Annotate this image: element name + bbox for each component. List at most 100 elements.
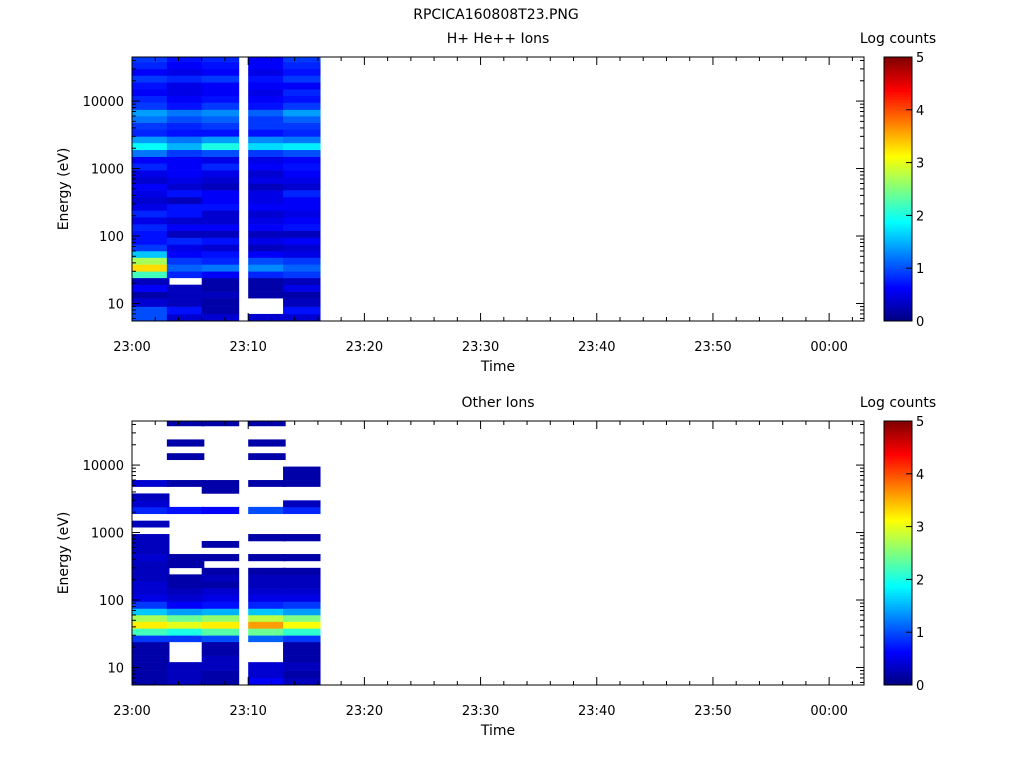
heatmap-cell: [132, 588, 170, 595]
colorbar-band: [884, 99, 912, 103]
heatmap-cell: [132, 614, 170, 622]
heatmap-cell: [201, 75, 240, 83]
y-tick-label: 10: [107, 661, 124, 676]
heatmap-cell: [132, 547, 170, 555]
heatmap-cell: [283, 129, 321, 137]
heatmap-cell: [166, 176, 205, 184]
heatmap-cell: [132, 224, 170, 231]
heatmap-cell: [283, 574, 321, 582]
heatmap-cell: [166, 284, 205, 292]
colorbar-band: [884, 165, 912, 169]
heatmap-cell: [166, 210, 205, 218]
heatmap-cell: [283, 588, 321, 595]
heatmap-cell: [132, 230, 170, 238]
colorbar-band: [884, 613, 912, 617]
colorbar-band: [884, 450, 912, 454]
heatmap-cell: [248, 453, 286, 461]
colorbar-band: [884, 260, 912, 264]
heatmap-cell: [283, 670, 321, 679]
heatmap-cell: [248, 554, 286, 562]
colorbar-band: [884, 107, 912, 111]
heatmap-cell: [283, 284, 321, 292]
plot-frame: [131, 420, 865, 686]
heatmap-cell: [201, 142, 240, 151]
heatmap-cell: [201, 648, 240, 656]
colorbar-band: [884, 626, 912, 630]
panel-title: Other Ions: [461, 395, 534, 411]
heatmap-cell: [283, 677, 321, 686]
colorbar: 0 1 2 3 4 5 Log counts: [860, 31, 936, 330]
colorbar-band: [884, 624, 912, 628]
heatmap-cell: [201, 264, 240, 272]
heatmap-cell: [248, 68, 286, 76]
x-tick-label: 23:30: [462, 704, 499, 719]
colorbar-band: [884, 439, 912, 443]
colorbar-band: [884, 159, 912, 163]
heatmap-cell: [248, 230, 286, 238]
heatmap-cell: [283, 237, 321, 245]
colorbar-band: [884, 455, 912, 459]
heatmap-cell: [283, 142, 321, 151]
colorbar-band: [884, 473, 912, 477]
colorbar-band: [884, 305, 912, 309]
colorbar-band: [884, 640, 912, 644]
colorbar-tick-label: 4: [916, 468, 924, 483]
colorbar-band: [884, 244, 912, 248]
y-axis-label: Energy (eV): [56, 512, 72, 595]
heatmap-cell: [132, 628, 170, 636]
heatmap-cell: [283, 116, 321, 123]
heatmap-cell: [132, 493, 170, 501]
heatmap-cell: [166, 313, 205, 322]
heatmap-cell: [132, 196, 170, 205]
colorbar-band: [884, 196, 912, 200]
heatmap-cell: [166, 196, 205, 205]
heatmap-cell: [248, 61, 286, 70]
colorbar-band: [884, 265, 912, 269]
heatmap-cell: [166, 61, 205, 70]
heatmap-cell: [248, 677, 286, 686]
heatmap-cell: [132, 95, 170, 103]
x-tick-label: 23:00: [113, 704, 150, 719]
colorbar-tick-label: 4: [916, 104, 924, 119]
colorbar-band: [884, 268, 912, 272]
heatmap-cell: [283, 190, 321, 198]
heatmap-cell: [132, 163, 170, 171]
colorbar-band: [884, 239, 912, 243]
heatmap-cell: [132, 176, 170, 184]
colorbar-band: [884, 175, 912, 179]
heatmap-cell: [248, 176, 286, 184]
x-axis-label: Time: [480, 359, 515, 375]
heatmap-cell: [166, 156, 205, 164]
colorbar-band: [884, 421, 912, 425]
heatmap-cell: [201, 68, 240, 76]
colorbar-band: [884, 183, 912, 187]
colorbar-band: [884, 436, 912, 440]
colorbar-band: [884, 682, 912, 686]
heatmap-cell: [132, 277, 170, 285]
heatmap-cell: [201, 421, 240, 427]
colorbar-band: [884, 202, 912, 206]
colorbar-band: [884, 442, 912, 446]
heatmap-cell: [283, 581, 321, 589]
heatmap-cell: [166, 57, 205, 63]
heatmap-cell: [201, 313, 240, 322]
heatmap-cell: [248, 163, 286, 171]
colorbar-band: [884, 141, 912, 145]
colorbar-band: [884, 616, 912, 620]
heatmap-cell: [201, 89, 240, 97]
heatmap-cell: [132, 237, 170, 245]
heatmap-cell: [132, 670, 170, 679]
colorbar-frame: [883, 56, 913, 322]
heatmap-cell: [132, 284, 170, 292]
plot-frame: [131, 56, 865, 322]
heatmap-cell: [166, 271, 205, 279]
heatmap-cell: [248, 190, 286, 198]
colorbar-band: [884, 434, 912, 438]
heatmap-cell: [248, 156, 286, 164]
y-tick-label: 100: [99, 594, 124, 609]
heatmap-cell: [166, 257, 205, 265]
heatmap-cell: [283, 203, 321, 211]
x-tick-label: 23:40: [578, 704, 615, 719]
heatmap-cell: [201, 271, 240, 279]
y-axis-label: Energy (eV): [56, 148, 72, 231]
